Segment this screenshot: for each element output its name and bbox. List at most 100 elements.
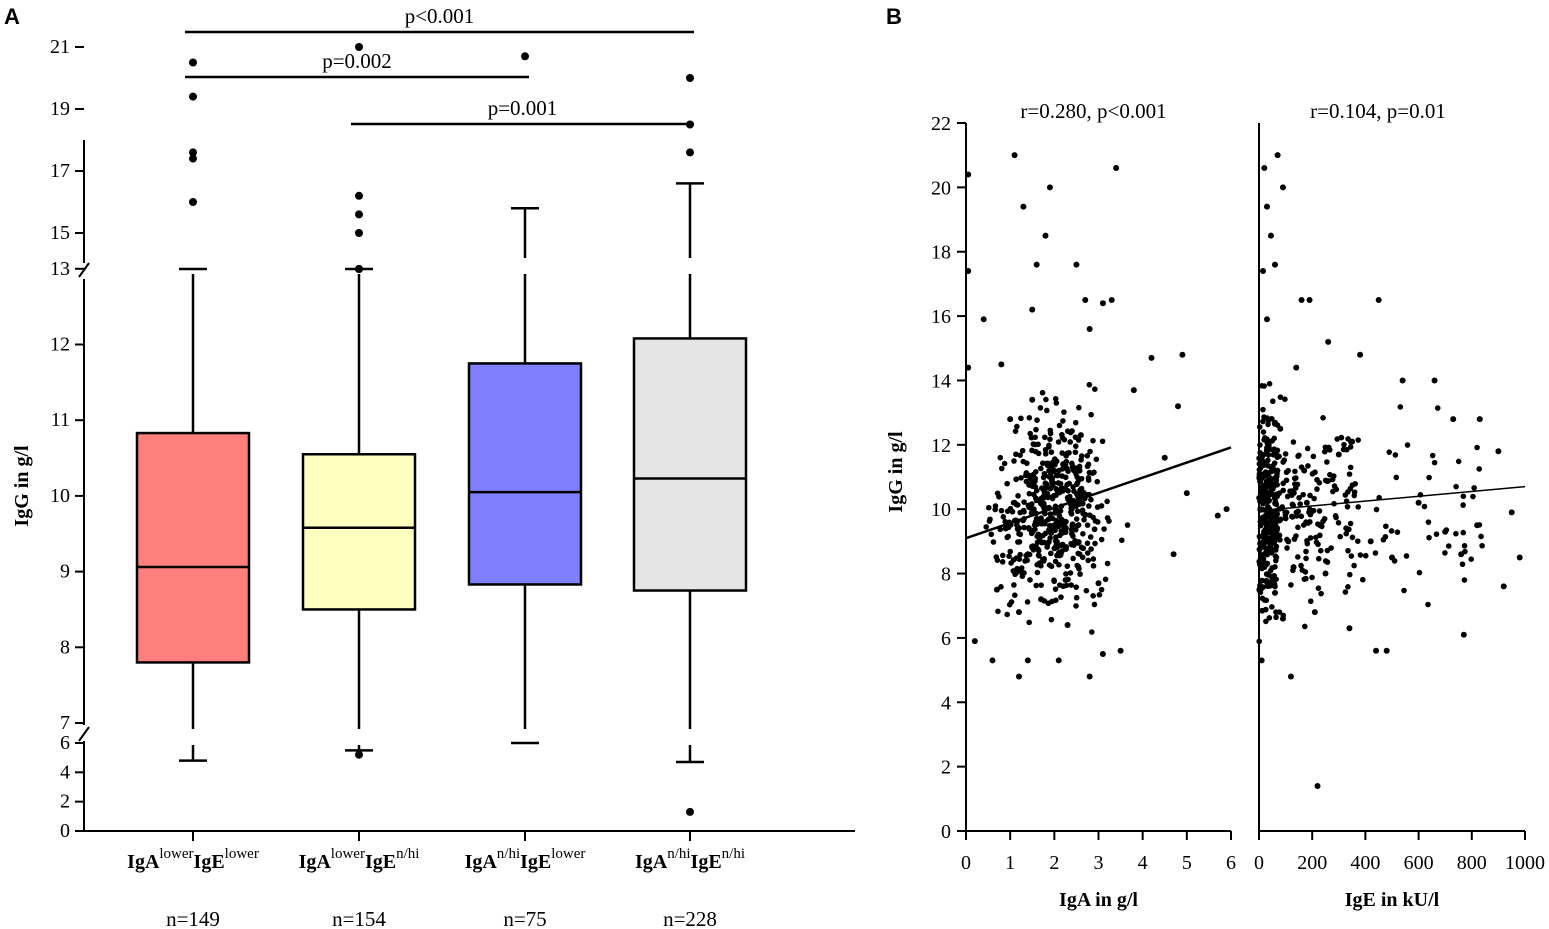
axis-break-gap — [686, 729, 694, 745]
data-point — [1011, 458, 1017, 464]
correlation-annotation: r=0.280, p<0.001 — [1020, 99, 1166, 123]
data-point — [1012, 428, 1019, 435]
data-point — [1026, 415, 1033, 421]
data-point — [1068, 509, 1074, 515]
x-axis-label: IgE in kU/l — [1345, 889, 1440, 911]
data-point — [998, 465, 1005, 472]
data-point — [1335, 451, 1342, 458]
data-point — [1048, 616, 1055, 623]
superscript: lower — [551, 846, 585, 862]
data-point — [1343, 530, 1350, 537]
data-point — [1033, 261, 1040, 268]
data-point — [1277, 394, 1284, 400]
data-point — [1048, 462, 1054, 469]
data-point — [1318, 590, 1324, 597]
data-point — [1311, 495, 1317, 502]
data-point — [1042, 447, 1049, 453]
data-point — [1388, 528, 1395, 534]
data-point — [1375, 297, 1382, 303]
y-tick-label: 10 — [50, 485, 70, 507]
data-point — [1259, 486, 1266, 492]
data-point — [1062, 485, 1068, 491]
data-point — [1099, 651, 1106, 657]
data-point — [1453, 530, 1459, 537]
data-point — [1034, 561, 1041, 568]
data-point — [1450, 416, 1457, 423]
data-point — [1062, 474, 1069, 481]
data-point — [1327, 471, 1333, 478]
data-point — [1271, 261, 1278, 268]
data-point — [1270, 574, 1276, 581]
x-tick-label: 800 — [1457, 852, 1487, 874]
data-point — [1047, 511, 1054, 517]
data-point — [1310, 453, 1317, 460]
data-point — [1072, 449, 1079, 456]
x-tick-label: 1000 — [1505, 852, 1545, 874]
data-point — [1170, 551, 1177, 558]
data-point — [1399, 377, 1406, 384]
superscript: n/hi — [667, 846, 690, 862]
y-tick-label: 15 — [50, 222, 70, 244]
data-point — [1060, 520, 1066, 527]
data-point — [1259, 577, 1266, 584]
data-point — [1259, 383, 1265, 389]
data-point — [1272, 500, 1278, 507]
y-tick-label: 4 — [60, 761, 70, 783]
outlier-point — [355, 43, 363, 51]
label-part: IgE — [365, 851, 396, 873]
data-point — [1035, 450, 1042, 457]
data-point — [1054, 544, 1060, 551]
data-point — [1099, 300, 1106, 307]
data-point — [1394, 529, 1401, 535]
data-point — [1161, 454, 1168, 461]
data-point — [1357, 552, 1364, 558]
data-point — [1052, 395, 1059, 402]
data-point — [1434, 405, 1441, 411]
data-point — [1431, 459, 1438, 466]
data-point — [1013, 476, 1020, 483]
data-point — [1397, 404, 1404, 410]
data-point — [1056, 508, 1063, 515]
data-point — [1117, 647, 1124, 654]
data-point — [1284, 545, 1290, 551]
data-point — [1289, 514, 1296, 520]
data-point — [1073, 603, 1079, 609]
data-point — [1011, 582, 1017, 588]
data-point — [1029, 396, 1036, 403]
x-tick-label: 400 — [1350, 852, 1380, 874]
data-point — [1071, 488, 1077, 494]
data-point — [1272, 557, 1279, 564]
regression-line — [1258, 485, 1526, 512]
data-point — [1259, 541, 1266, 548]
data-point — [1459, 561, 1466, 568]
label-part: IgE — [520, 851, 551, 873]
data-point — [986, 518, 993, 524]
y-tick-label: 7 — [60, 712, 70, 734]
data-point — [1026, 619, 1032, 626]
data-point — [1055, 549, 1062, 556]
data-point — [1426, 534, 1432, 541]
data-point — [1055, 480, 1062, 486]
x-tick-label: 2 — [1049, 852, 1059, 874]
data-point — [1280, 612, 1287, 619]
data-point — [1098, 536, 1105, 543]
data-point — [990, 539, 997, 545]
data-point — [1263, 316, 1270, 323]
y-tick-label: 11 — [51, 409, 70, 431]
data-point — [1262, 561, 1268, 567]
data-point — [1005, 524, 1012, 531]
data-point — [1272, 553, 1279, 559]
data-point — [1091, 526, 1098, 533]
outlier-point — [189, 148, 197, 157]
data-point — [1055, 472, 1061, 479]
data-point — [1267, 480, 1274, 487]
data-point — [1016, 530, 1022, 537]
data-point — [1059, 450, 1065, 456]
data-point — [1035, 441, 1041, 448]
significance-label: p=0.001 — [488, 96, 558, 120]
data-point — [1303, 548, 1309, 555]
data-point — [1041, 558, 1047, 564]
data-point — [1064, 450, 1071, 457]
data-point — [1084, 452, 1091, 459]
data-point — [1293, 533, 1299, 539]
